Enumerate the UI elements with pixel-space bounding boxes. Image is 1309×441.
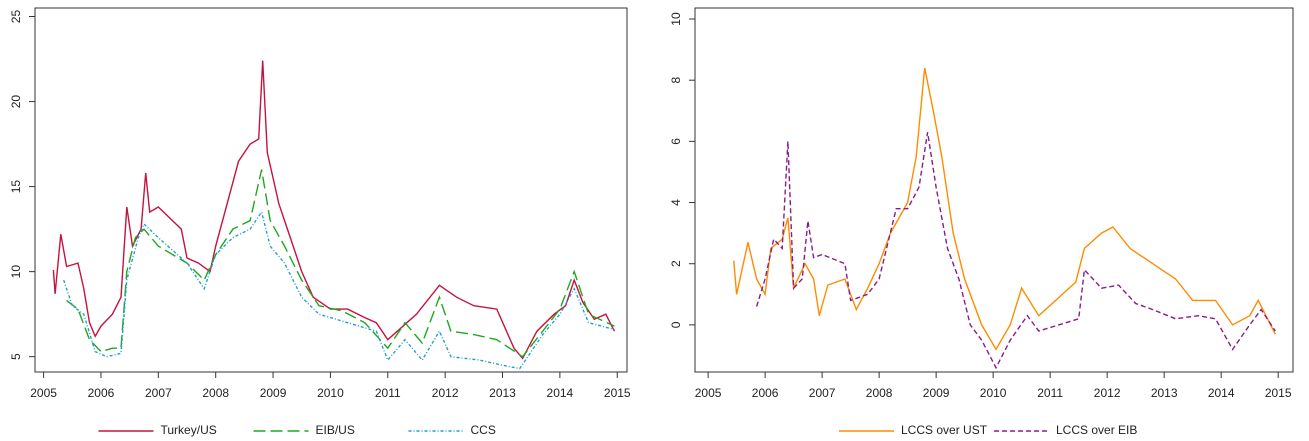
series-line bbox=[733, 67, 1276, 351]
series-line bbox=[52, 60, 616, 360]
x-tick-label: 2007 bbox=[809, 386, 836, 400]
x-tick-label: 2015 bbox=[604, 386, 631, 400]
legend-label: Turkey/US bbox=[161, 423, 217, 437]
x-tick-label: 2006 bbox=[88, 386, 115, 400]
y-tick-label: 10 bbox=[9, 265, 23, 279]
x-tick-label: 2008 bbox=[866, 386, 893, 400]
x-tick-label: 2005 bbox=[30, 386, 57, 400]
legend-label: CCS bbox=[471, 423, 496, 437]
x-tick-label: 2006 bbox=[752, 386, 779, 400]
x-tick-label: 2010 bbox=[980, 386, 1007, 400]
y-tick-label: 5 bbox=[9, 353, 23, 360]
y-tick-label: 8 bbox=[669, 77, 683, 84]
y-tick-label: 2 bbox=[669, 260, 683, 267]
x-tick-label: 2005 bbox=[695, 386, 722, 400]
x-tick-label: 2014 bbox=[547, 386, 574, 400]
series-line bbox=[755, 132, 1276, 370]
x-tick-label: 2007 bbox=[145, 386, 172, 400]
legend-label: EIB/US bbox=[316, 423, 355, 437]
y-tick-label: 0 bbox=[669, 321, 683, 328]
y-tick-label: 15 bbox=[9, 180, 23, 194]
y-tick-label: 20 bbox=[9, 95, 23, 109]
x-tick-label: 2012 bbox=[432, 386, 459, 400]
x-tick-label: 2013 bbox=[489, 386, 516, 400]
plot-frame bbox=[34, 7, 628, 373]
y-tick-label: 6 bbox=[669, 138, 683, 145]
x-tick-label: 2011 bbox=[375, 386, 401, 400]
x-tick-label: 2010 bbox=[317, 386, 344, 400]
x-tick-label: 2008 bbox=[202, 386, 229, 400]
x-tick-label: 2012 bbox=[1094, 386, 1121, 400]
y-tick-label: 25 bbox=[9, 10, 23, 24]
x-tick-label: 2009 bbox=[923, 386, 950, 400]
plot-frame bbox=[694, 7, 1294, 373]
x-tick-label: 2011 bbox=[1037, 386, 1063, 400]
x-tick-label: 2013 bbox=[1151, 386, 1178, 400]
y-tick-label: 4 bbox=[669, 199, 683, 206]
series-line bbox=[66, 169, 615, 358]
legend-label: LCCS over UST bbox=[901, 423, 988, 437]
y-tick-label: 10 bbox=[669, 12, 683, 26]
x-tick-label: 2014 bbox=[1208, 386, 1235, 400]
x-tick-label: 2015 bbox=[1265, 386, 1292, 400]
legend-label: LCCS over EIB bbox=[1056, 423, 1137, 437]
x-tick-label: 2009 bbox=[260, 386, 287, 400]
